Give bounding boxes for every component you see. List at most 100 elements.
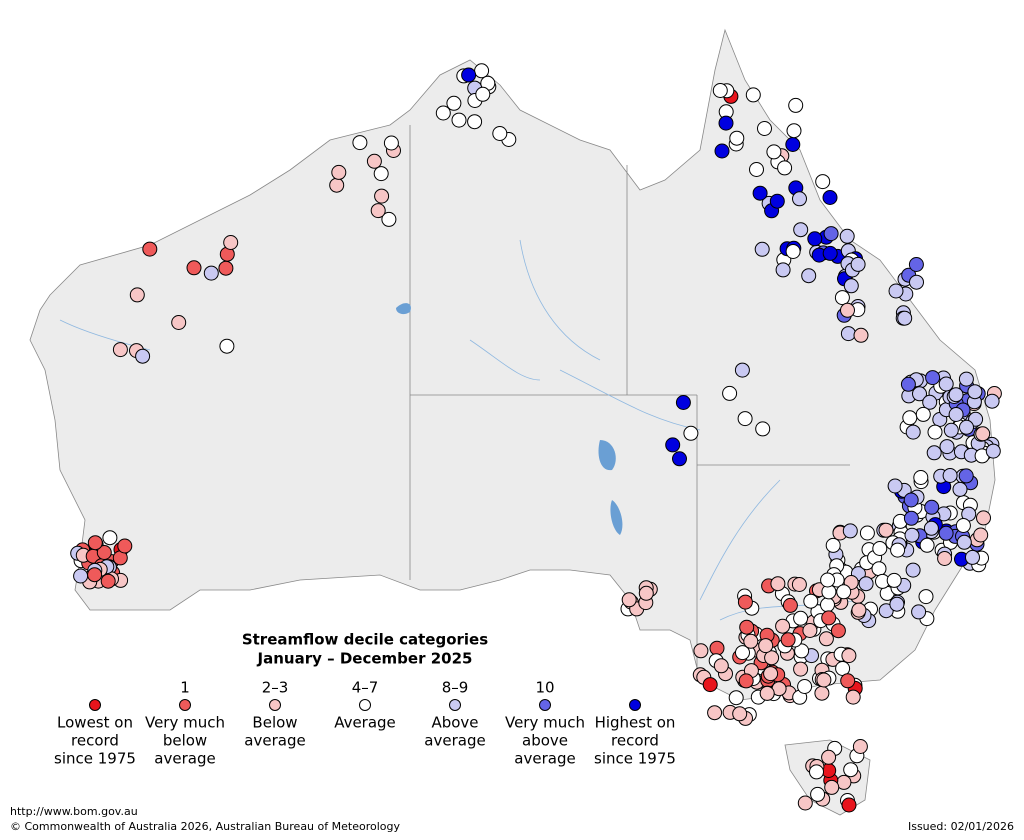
station bbox=[100, 573, 116, 589]
legend-label: Below bbox=[252, 714, 297, 732]
station bbox=[909, 274, 924, 290]
station bbox=[129, 287, 145, 303]
station bbox=[461, 67, 477, 83]
station bbox=[886, 572, 902, 588]
station bbox=[943, 422, 959, 438]
station bbox=[475, 86, 491, 102]
legend-swatch bbox=[89, 699, 101, 711]
station bbox=[752, 185, 768, 201]
station bbox=[984, 393, 1000, 409]
station bbox=[785, 244, 801, 259]
station bbox=[841, 648, 857, 664]
station bbox=[900, 376, 916, 392]
station bbox=[764, 650, 780, 666]
station bbox=[959, 419, 974, 435]
station bbox=[939, 439, 955, 455]
station bbox=[871, 561, 887, 577]
station bbox=[802, 623, 818, 638]
station bbox=[967, 384, 983, 400]
station bbox=[745, 87, 761, 103]
station bbox=[728, 690, 744, 706]
station bbox=[927, 424, 943, 440]
station bbox=[948, 407, 964, 422]
station bbox=[810, 786, 826, 802]
footer-url: http://www.bom.gov.au bbox=[10, 805, 138, 818]
station bbox=[712, 83, 728, 98]
station bbox=[792, 191, 807, 207]
legend-subtitle: January – December 2025 bbox=[257, 650, 473, 668]
station bbox=[770, 576, 786, 592]
station bbox=[897, 310, 913, 326]
station bbox=[775, 262, 791, 278]
station bbox=[801, 268, 817, 284]
station bbox=[924, 499, 940, 515]
station bbox=[814, 685, 830, 701]
station bbox=[435, 105, 451, 121]
station bbox=[96, 545, 112, 560]
station bbox=[845, 689, 861, 705]
station bbox=[911, 604, 927, 620]
station bbox=[675, 395, 691, 410]
station bbox=[816, 672, 832, 688]
legend-swatch bbox=[449, 699, 461, 711]
station bbox=[718, 115, 734, 131]
station bbox=[818, 631, 834, 647]
station bbox=[665, 437, 681, 453]
station bbox=[821, 610, 837, 626]
station bbox=[793, 610, 809, 626]
station bbox=[451, 112, 467, 128]
station bbox=[915, 406, 931, 422]
station bbox=[821, 749, 837, 765]
station bbox=[872, 541, 888, 556]
station bbox=[937, 551, 953, 566]
station bbox=[729, 130, 745, 146]
lake-mackay bbox=[396, 303, 411, 315]
station bbox=[926, 445, 942, 461]
station bbox=[923, 520, 939, 536]
station bbox=[203, 265, 219, 281]
station bbox=[381, 211, 397, 227]
legend-label: Highest on bbox=[595, 714, 676, 732]
legend-label: average bbox=[244, 732, 305, 750]
station bbox=[223, 235, 239, 250]
station bbox=[102, 530, 118, 546]
station bbox=[985, 443, 1001, 459]
station bbox=[374, 188, 390, 204]
station bbox=[709, 640, 725, 656]
legend-decile: 8–9 bbox=[442, 679, 469, 697]
station bbox=[830, 623, 846, 639]
station bbox=[219, 338, 235, 354]
station bbox=[803, 593, 819, 609]
station bbox=[769, 193, 785, 209]
station bbox=[370, 203, 386, 219]
station bbox=[87, 567, 103, 583]
station bbox=[902, 410, 918, 426]
legend-label: record bbox=[71, 732, 119, 750]
legend-swatch bbox=[539, 699, 551, 711]
legend-label: record bbox=[611, 732, 659, 750]
station bbox=[707, 705, 723, 721]
station bbox=[793, 222, 809, 238]
station bbox=[905, 424, 921, 440]
lake-eyre bbox=[598, 440, 616, 471]
lake-torrens bbox=[610, 500, 623, 535]
station bbox=[373, 166, 389, 182]
station bbox=[117, 538, 133, 554]
station bbox=[815, 174, 831, 190]
legend-decile: 2–3 bbox=[262, 679, 289, 697]
station bbox=[807, 231, 823, 247]
station bbox=[976, 510, 991, 526]
station bbox=[758, 638, 774, 654]
station bbox=[737, 411, 753, 427]
station bbox=[775, 618, 791, 634]
station bbox=[737, 594, 753, 610]
station bbox=[938, 376, 954, 392]
station bbox=[842, 523, 858, 539]
station bbox=[820, 597, 835, 613]
station bbox=[942, 468, 958, 483]
station bbox=[759, 685, 775, 701]
station bbox=[793, 661, 809, 677]
station bbox=[749, 162, 764, 177]
legend-label: since 1975 bbox=[594, 750, 676, 768]
